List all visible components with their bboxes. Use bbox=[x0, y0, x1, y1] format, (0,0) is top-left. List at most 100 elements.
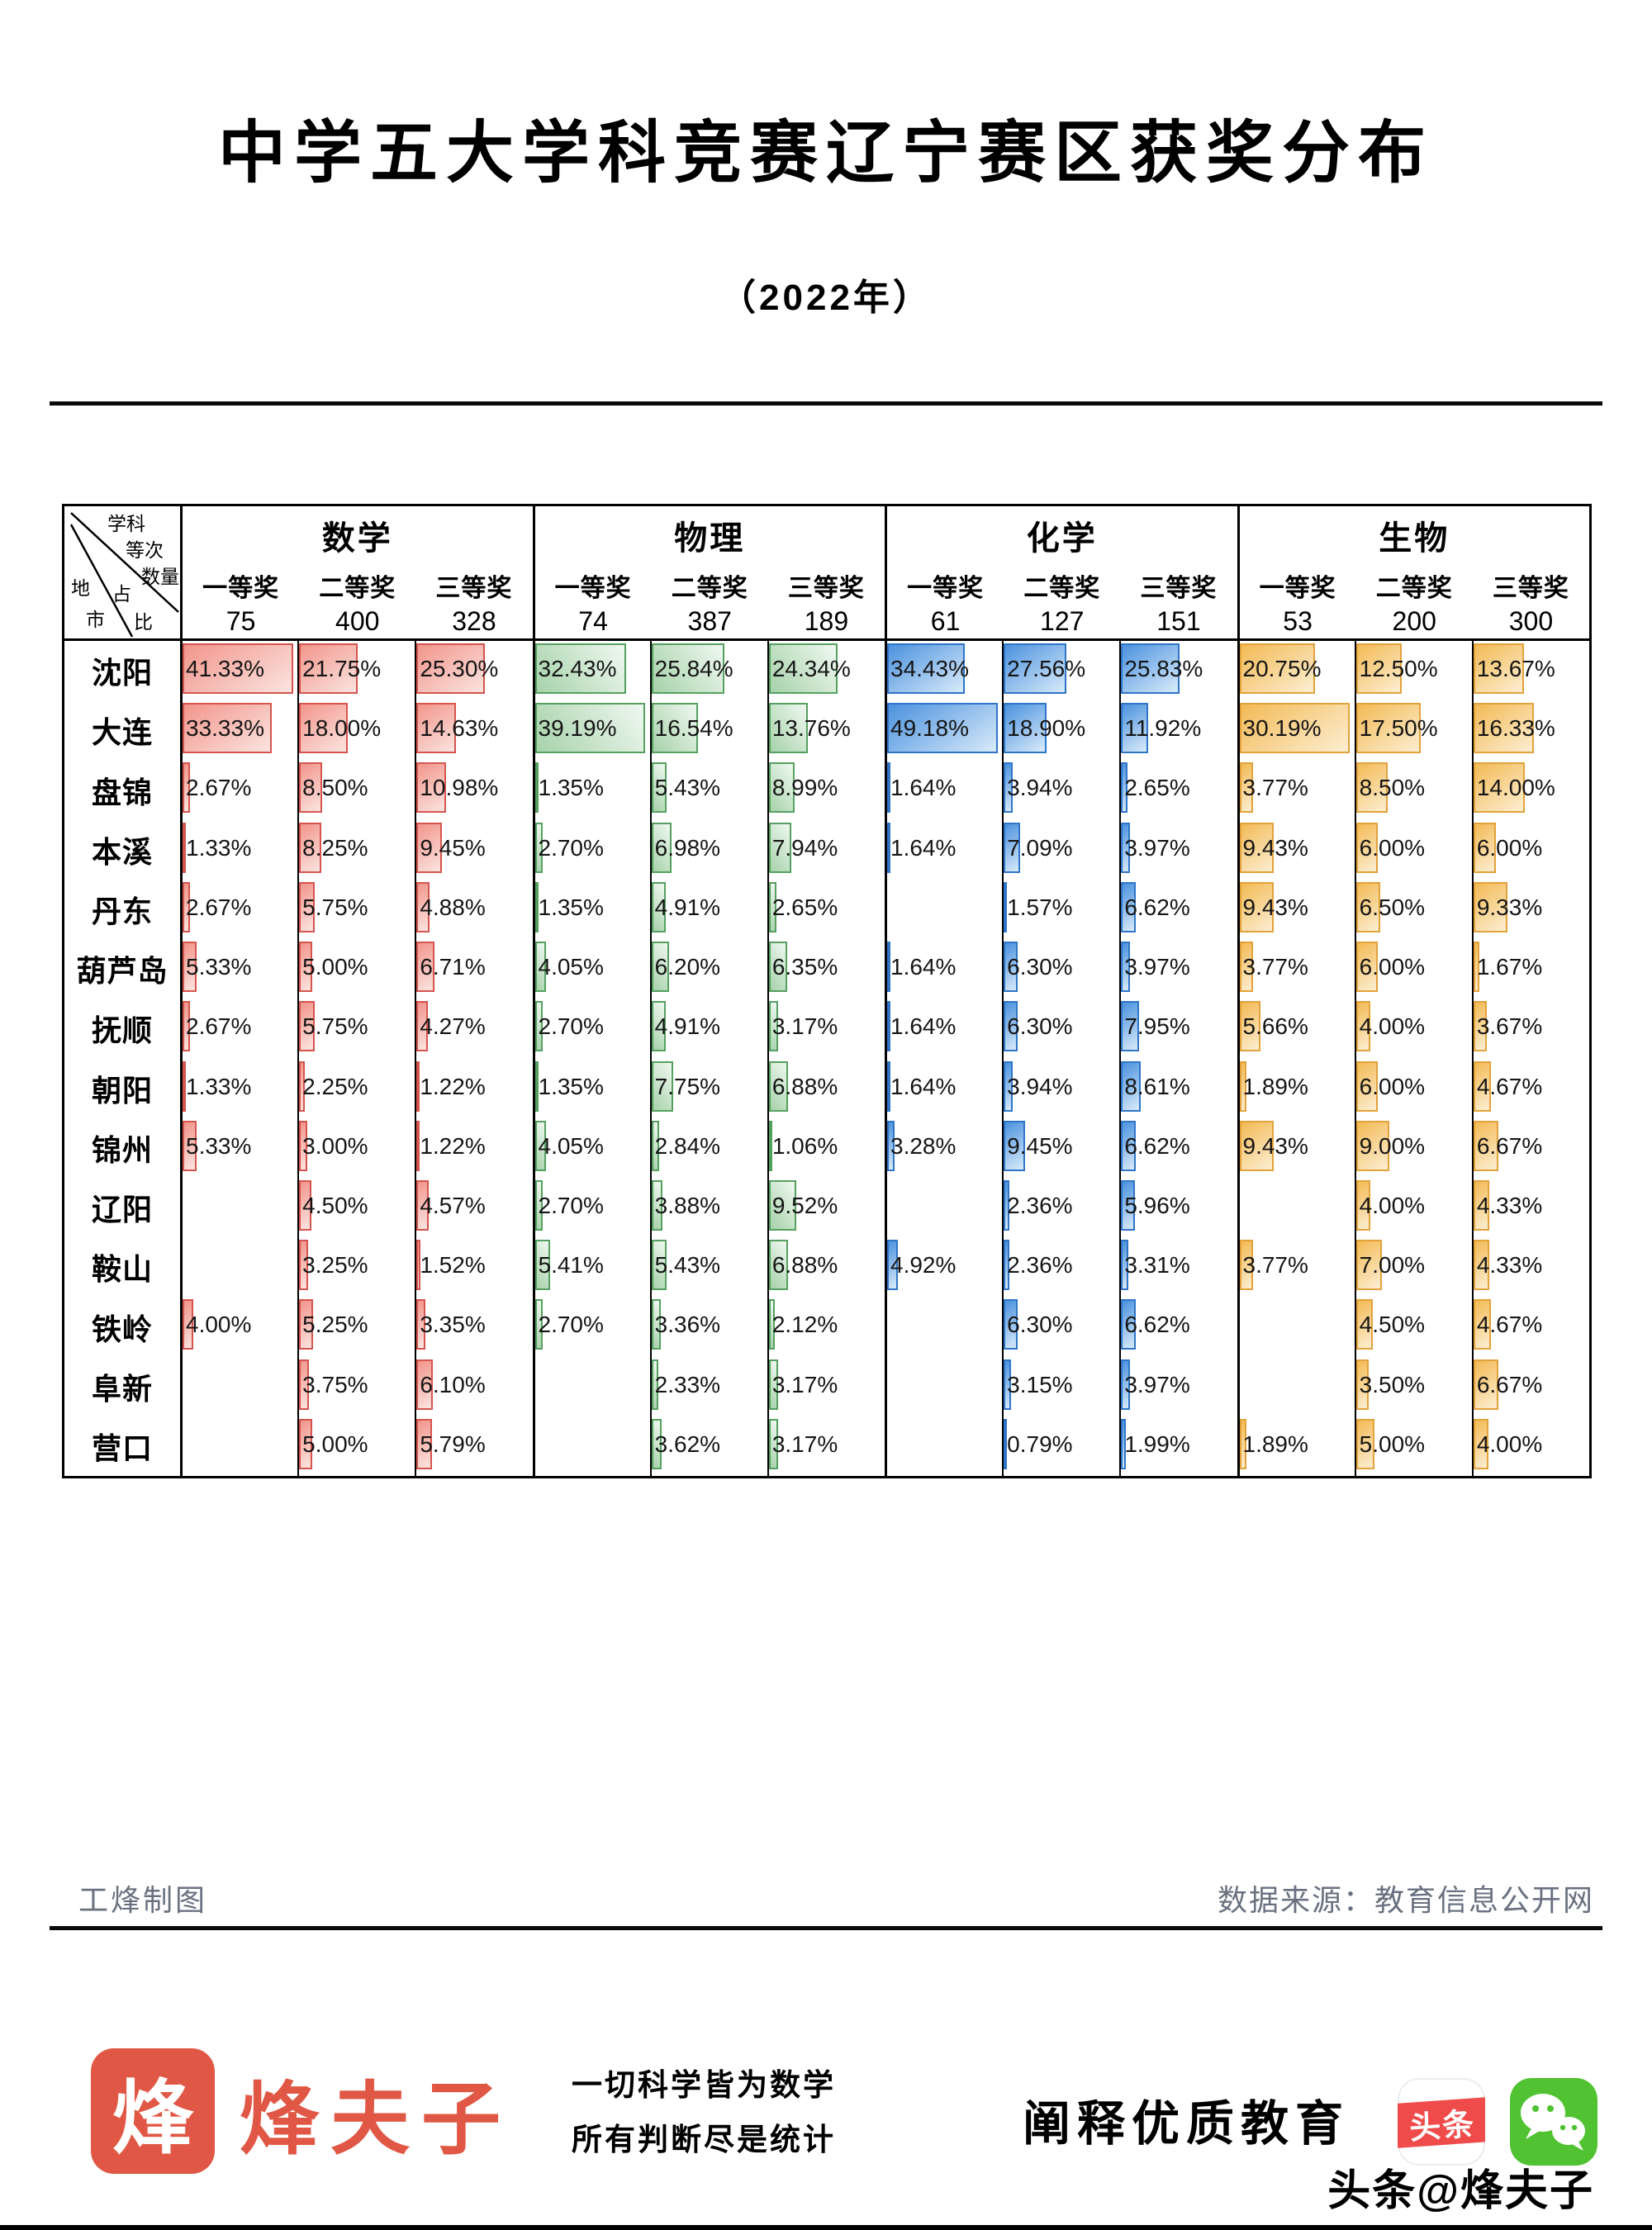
value-label: 5.43% bbox=[654, 775, 721, 801]
value-cell: 4.67% bbox=[1471, 1297, 1589, 1357]
brand-logo-character: 烽 bbox=[112, 2071, 193, 2166]
value-label: 2.70% bbox=[538, 1192, 604, 1218]
value-bar bbox=[1239, 1120, 1275, 1171]
value-cell: 7.75% bbox=[649, 1058, 767, 1118]
value-cell: 2.67% bbox=[180, 760, 297, 820]
value-bar bbox=[1355, 762, 1388, 814]
value-bar bbox=[1473, 643, 1524, 694]
value-bar bbox=[183, 1120, 197, 1171]
value-bar bbox=[1004, 643, 1066, 694]
value-cell: 5.00% bbox=[297, 939, 415, 999]
value-label: 2.70% bbox=[538, 1013, 604, 1040]
value-label: 2.84% bbox=[654, 1132, 721, 1159]
value-label: 7.75% bbox=[654, 1073, 721, 1099]
value-label: 2.67% bbox=[186, 894, 252, 920]
value-cell: 6.62% bbox=[1119, 1297, 1237, 1357]
value-label: 4.57% bbox=[420, 1192, 486, 1218]
row-city-label: 葫芦岛 bbox=[76, 954, 169, 989]
value-label: 5.75% bbox=[302, 1013, 368, 1040]
corner-label-region: 地 bbox=[71, 577, 90, 599]
value-label: 5.79% bbox=[420, 1431, 486, 1457]
value-label: 8.50% bbox=[1359, 775, 1426, 801]
value-cell: 9.43% bbox=[1237, 1117, 1355, 1178]
value-cell: 21.75% bbox=[297, 641, 415, 701]
value-bar bbox=[416, 643, 485, 694]
value-label: 3.77% bbox=[1242, 954, 1308, 980]
value-label: 1.67% bbox=[1476, 954, 1543, 980]
value-label: 4.00% bbox=[1359, 1192, 1426, 1218]
value-cell: 3.31% bbox=[1119, 1237, 1237, 1298]
value-cell: 18.00% bbox=[297, 700, 415, 761]
value-bar bbox=[534, 942, 547, 993]
prize-total-count: 400 bbox=[335, 606, 380, 636]
value-cell: 1.35% bbox=[532, 879, 650, 940]
value-cell: 4.92% bbox=[885, 1237, 1002, 1298]
value-cell: 3.75% bbox=[297, 1356, 415, 1416]
value-cell: 4.00% bbox=[1354, 999, 1472, 1059]
value-bar bbox=[416, 1240, 421, 1291]
value-cell: 1.52% bbox=[415, 1237, 532, 1298]
row-city-label: 朝阳 bbox=[91, 1073, 153, 1108]
table-row: 沈阳 41.33% 21.75% 25.30% 32.43% 25.84% 24.34% 34… bbox=[64, 641, 1589, 701]
value-bar bbox=[768, 1060, 789, 1112]
value-cell: 4.50% bbox=[1354, 1297, 1472, 1357]
prize-total-count: 387 bbox=[687, 606, 732, 636]
value-label: 5.43% bbox=[654, 1252, 721, 1279]
table-body: 沈阳 41.33% 21.75% 25.30% 32.43% 25.84% 24.34% 34… bbox=[64, 641, 1589, 1477]
value-label: 9.43% bbox=[1242, 834, 1308, 861]
value-bar bbox=[1473, 1418, 1488, 1469]
value-cell: 2.70% bbox=[532, 1297, 650, 1357]
value-cell: 3.77% bbox=[1237, 1237, 1355, 1298]
value-cell: 3.36% bbox=[649, 1297, 767, 1357]
value-cell: 3.00% bbox=[297, 1117, 415, 1178]
value-bar bbox=[768, 1299, 776, 1350]
value-bar bbox=[1239, 822, 1275, 873]
value-label: 2.70% bbox=[538, 1312, 604, 1338]
prize-label: 三等奖 bbox=[787, 575, 865, 602]
value-label: 3.00% bbox=[302, 1132, 368, 1159]
prize-label: 三等奖 bbox=[435, 575, 513, 602]
row-city-label: 本溪 bbox=[91, 834, 153, 869]
value-cell: 0.79% bbox=[1002, 1416, 1119, 1477]
row-city-label: 盘锦 bbox=[91, 775, 153, 809]
value-cell: 4.05% bbox=[532, 1117, 650, 1178]
row-city-label: 沈阳 bbox=[91, 656, 153, 690]
value-bar bbox=[768, 1418, 778, 1469]
value-bar bbox=[1355, 1179, 1371, 1231]
value-cell bbox=[885, 1177, 1002, 1238]
value-cell: 1.33% bbox=[180, 1058, 297, 1118]
value-label: 7.09% bbox=[1007, 834, 1073, 861]
row-city-label: 大连 bbox=[91, 715, 153, 750]
value-label: 1.35% bbox=[538, 1073, 604, 1099]
value-cell: 5.41% bbox=[532, 1237, 650, 1298]
value-bar bbox=[887, 1001, 891, 1052]
value-bar bbox=[299, 1240, 308, 1291]
value-cell: 6.50% bbox=[1354, 879, 1472, 940]
value-cell: 5.00% bbox=[1354, 1416, 1472, 1477]
value-cell: 32.43% bbox=[532, 641, 650, 701]
value-label: 10.98% bbox=[420, 775, 499, 801]
value-cell: 6.00% bbox=[1354, 1058, 1472, 1118]
value-label: 2.65% bbox=[1124, 775, 1190, 801]
value-label: 5.00% bbox=[302, 1431, 368, 1457]
value-cell: 9.45% bbox=[1002, 1117, 1119, 1178]
table-row: 丹东 2.67% 5.75% 4.88% 1.35% 4.91% 2.65% 1.57% 6.6… bbox=[64, 879, 1589, 940]
value-bar bbox=[416, 1359, 434, 1410]
value-cell: 6.30% bbox=[1002, 1297, 1119, 1357]
value-bar bbox=[768, 1240, 789, 1291]
value-label: 8.99% bbox=[771, 775, 838, 801]
value-cell: 1.35% bbox=[532, 760, 650, 820]
value-bar bbox=[1473, 942, 1480, 993]
value-label: 1.52% bbox=[420, 1252, 486, 1279]
value-bar bbox=[1004, 881, 1008, 932]
value-bar bbox=[416, 1299, 426, 1350]
value-bar bbox=[651, 1060, 674, 1112]
value-cell: 3.17% bbox=[767, 1356, 885, 1416]
value-cell: 5.43% bbox=[649, 760, 767, 820]
value-cell: 16.33% bbox=[1471, 700, 1589, 761]
value-bar bbox=[651, 1179, 662, 1231]
value-cell: 4.67% bbox=[1471, 1058, 1589, 1118]
value-label: 6.00% bbox=[1359, 834, 1426, 861]
value-bar bbox=[1004, 1060, 1013, 1112]
value-cell: 27.56% bbox=[1002, 641, 1119, 701]
